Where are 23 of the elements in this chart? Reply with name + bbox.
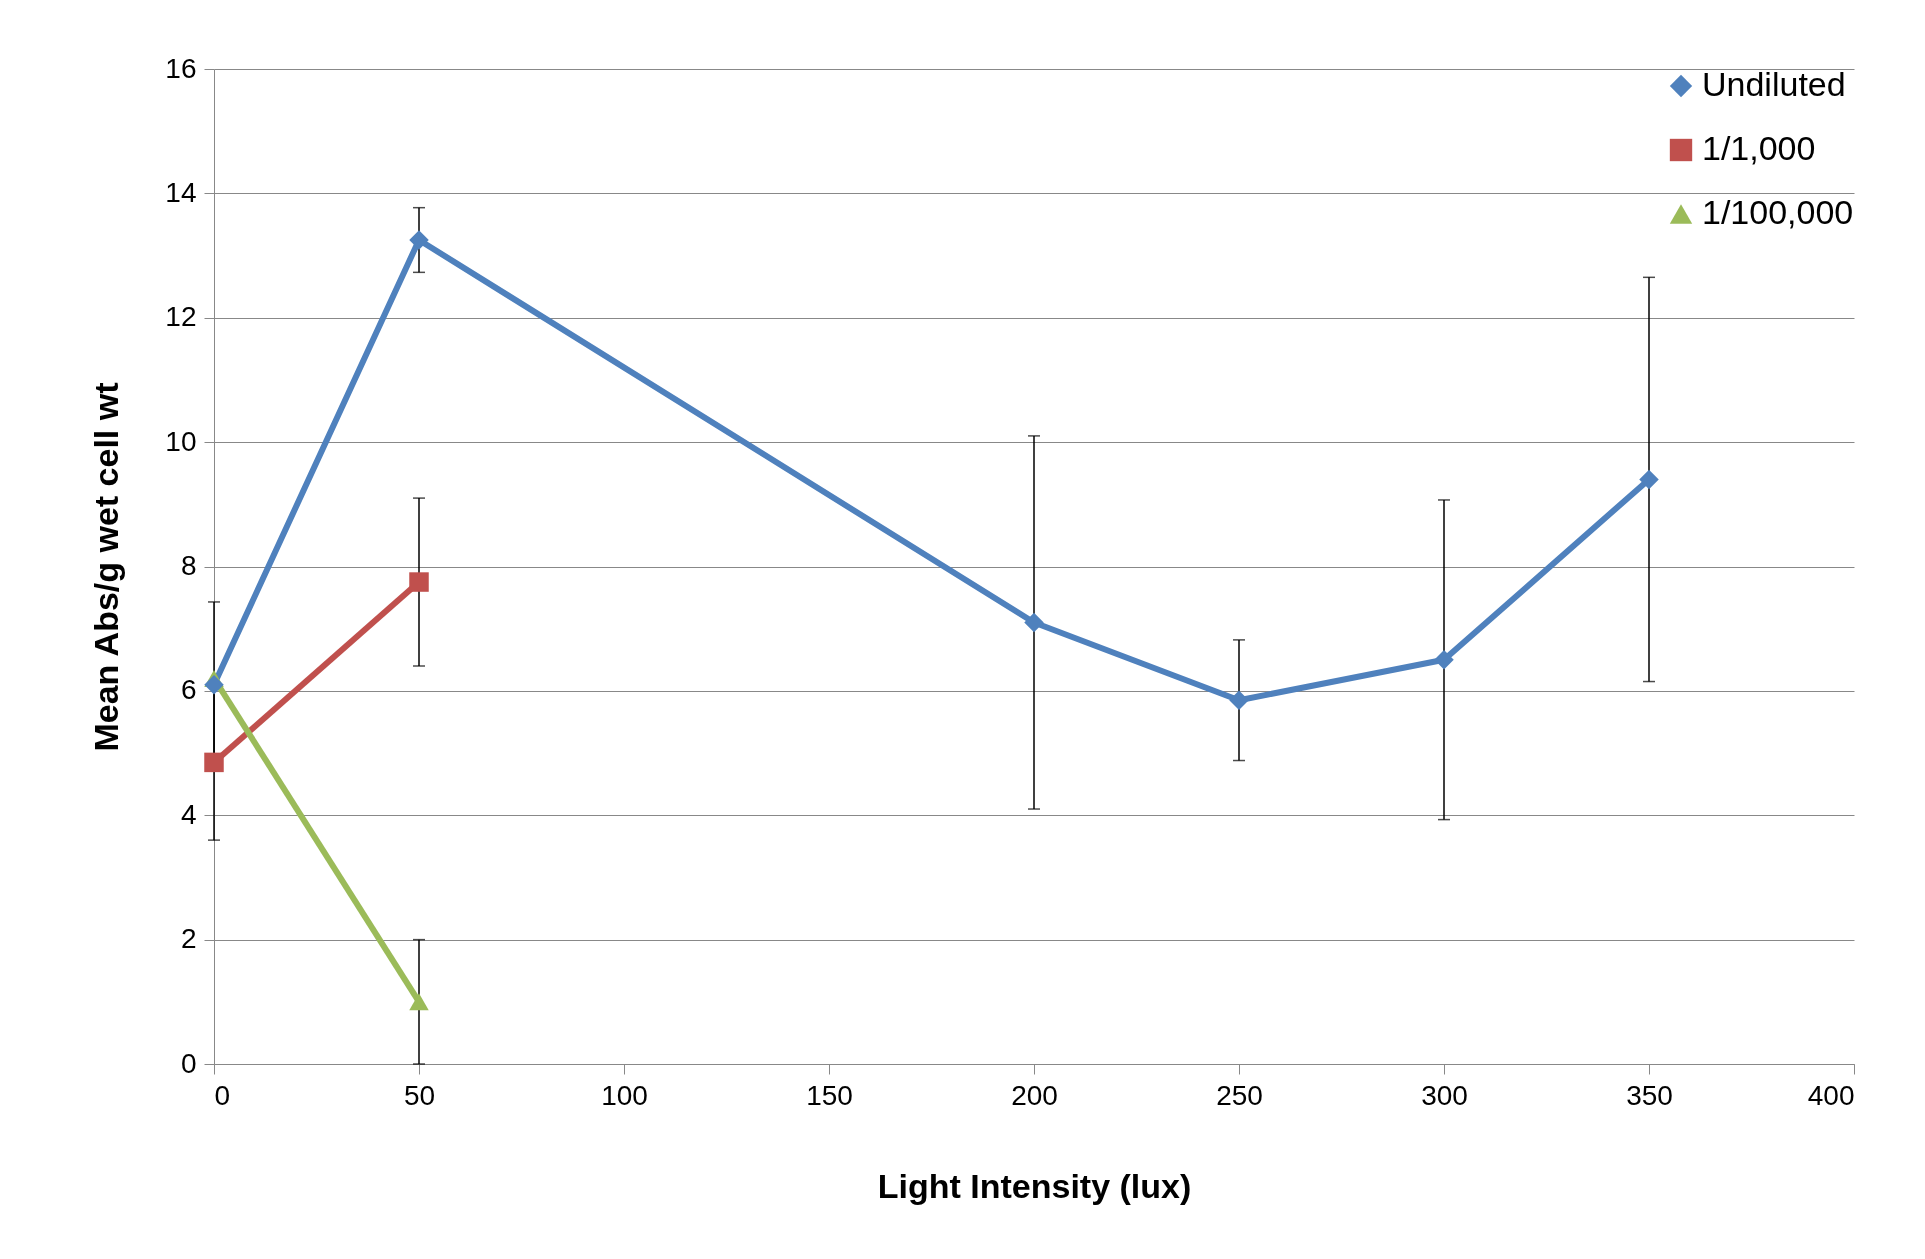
y-tick-label: 8 <box>180 550 197 581</box>
x-tick-label: 150 <box>806 1079 853 1111</box>
x-tick-label: 50 <box>403 1079 436 1111</box>
legend-label: Undiluted <box>1702 65 1846 103</box>
y-axis-title: Mean Abs/g wet cell wt <box>87 382 126 752</box>
y-tick-label: 12 <box>165 301 197 333</box>
x-tick-label: 250 <box>1216 1079 1263 1111</box>
x-tick-label: 400 <box>1807 1079 1855 1111</box>
y-tick-label: 2 <box>180 923 197 955</box>
legend-label: 1/100,000 <box>1702 193 1854 231</box>
y-tick-label: 4 <box>180 798 197 830</box>
x-tick-label: 350 <box>1626 1079 1673 1111</box>
y-tick-label: 16 <box>165 52 197 84</box>
y-tick-label: 14 <box>165 176 197 208</box>
y-tick-label: 10 <box>165 425 197 457</box>
legend-label: 1/1,000 <box>1702 129 1816 167</box>
y-tick-label: 0 <box>180 1047 197 1079</box>
x-tick-label: 100 <box>601 1079 648 1111</box>
x-tick-label: 200 <box>1011 1079 1058 1111</box>
y-tick-label: 6 <box>180 674 197 706</box>
x-tick-label: 300 <box>1421 1079 1468 1111</box>
x-tick-label: 0 <box>214 1079 231 1111</box>
x-axis-title: Light Intensity (lux) <box>877 1166 1192 1205</box>
